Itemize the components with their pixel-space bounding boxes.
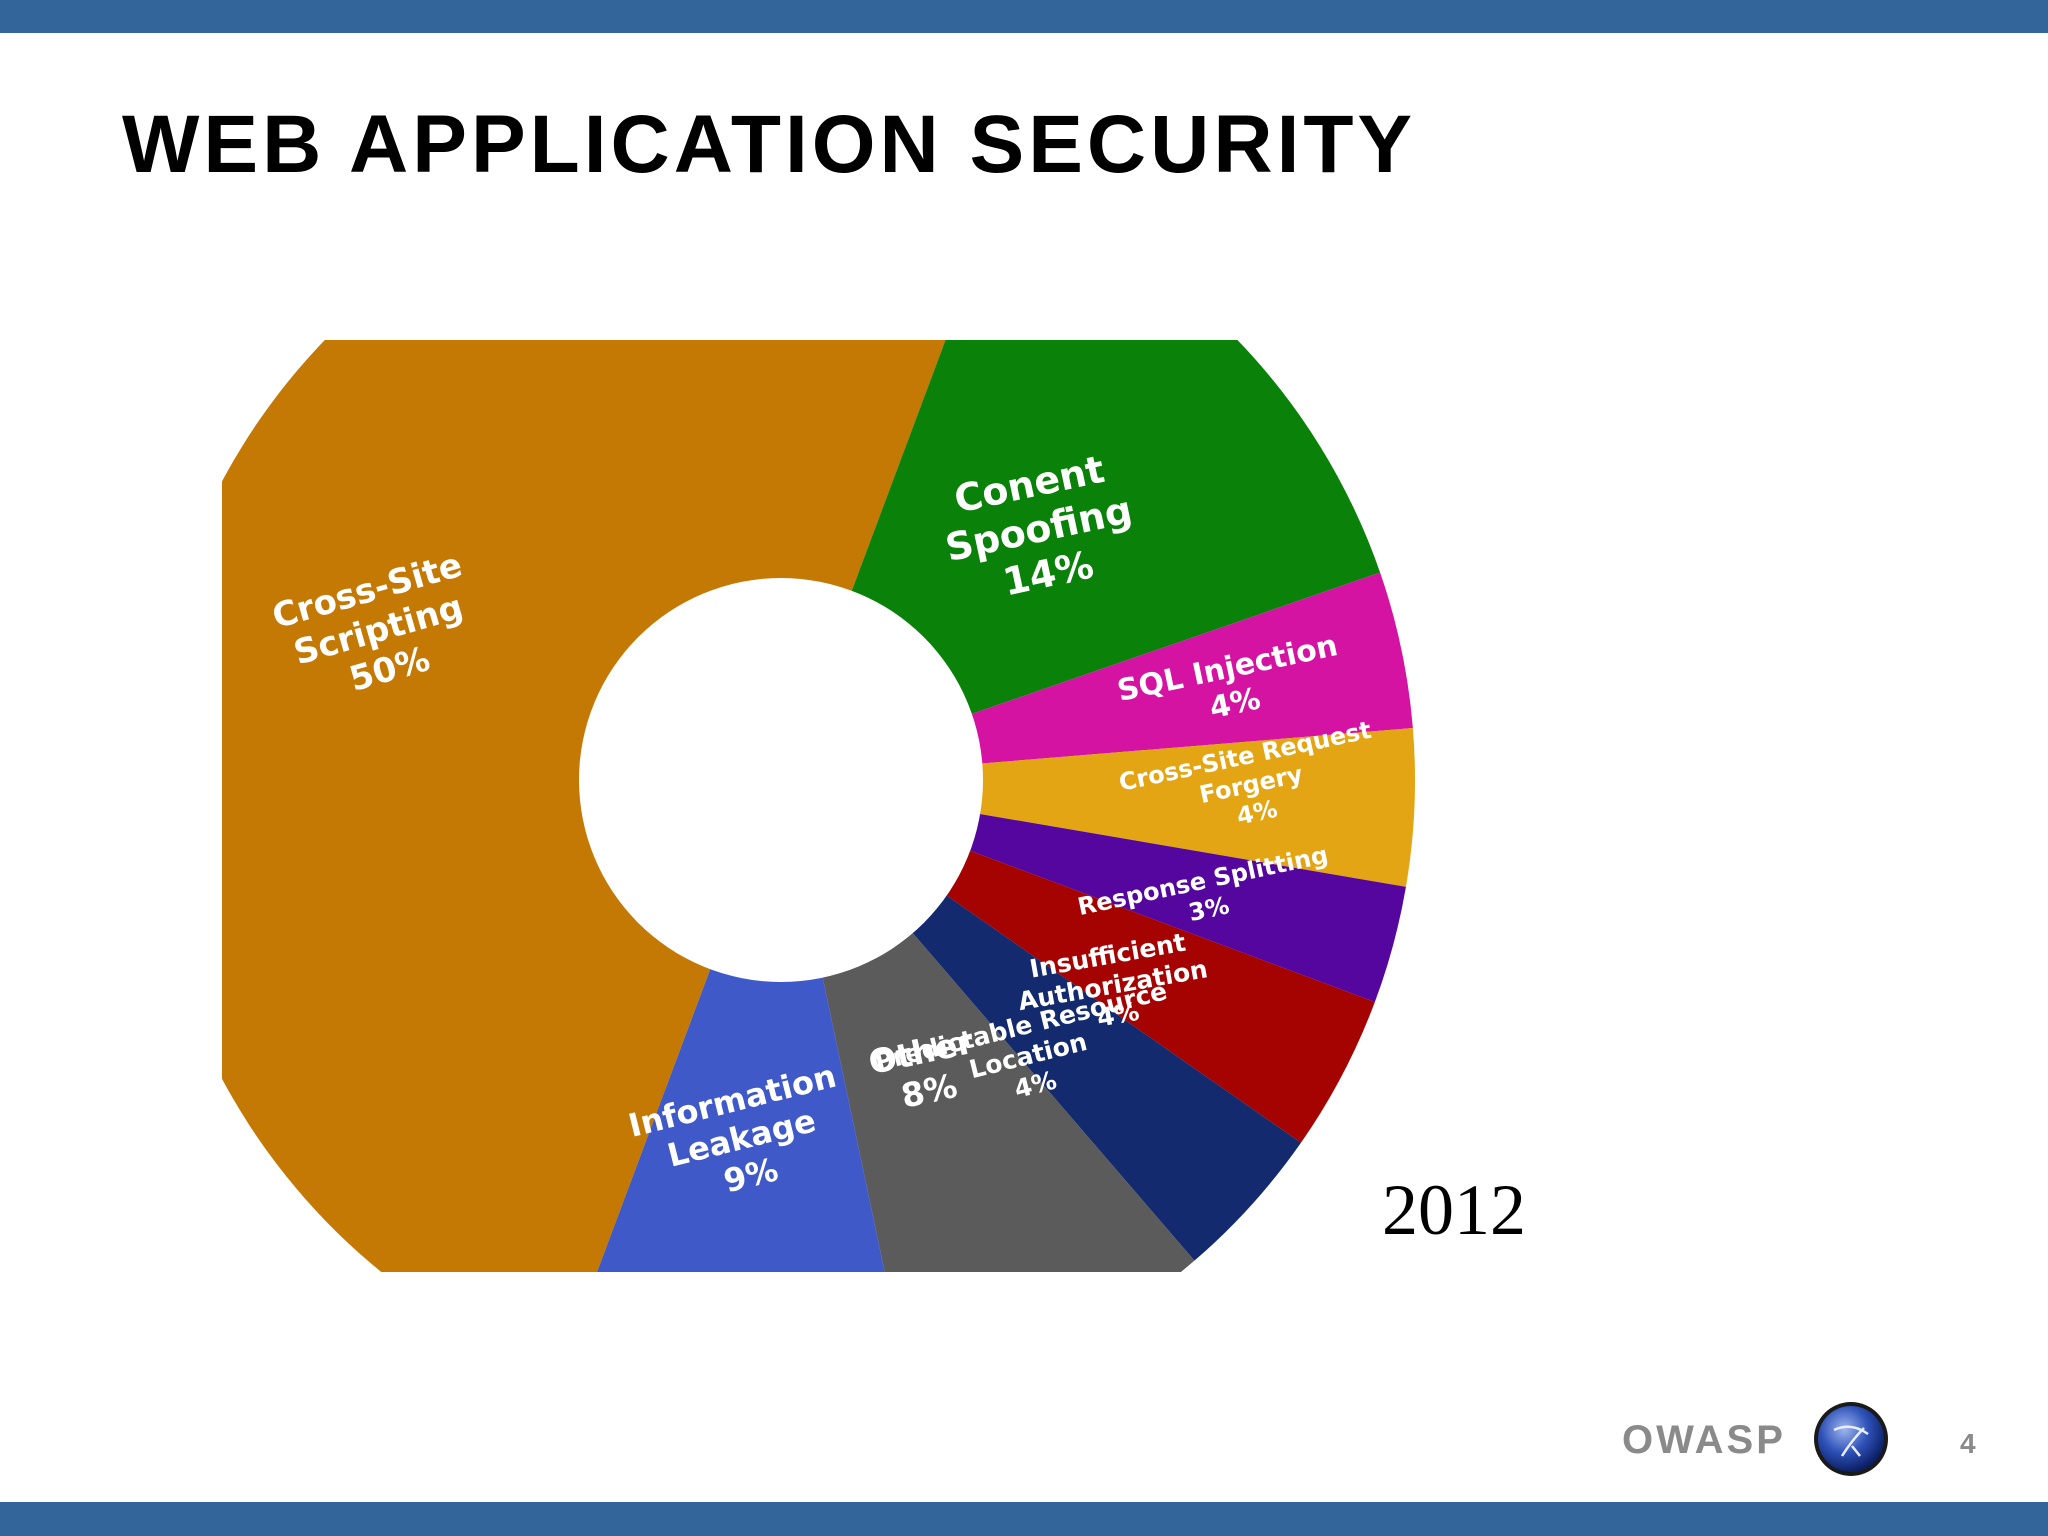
page-number: 4 (1960, 1428, 1976, 1459)
year-annotation: 2012 (1382, 1170, 1526, 1250)
slide-title: WEB APPLICATION SECURITY (122, 99, 1417, 190)
footer-bar (0, 1502, 2048, 1536)
label-information-leakage: InformationLeakage9% (625, 1057, 859, 1220)
brand-name: OWASP (1622, 1418, 1786, 1462)
donut-hole (579, 578, 983, 982)
header-bar (0, 0, 2048, 33)
owasp-logo-icon (1814, 1402, 1888, 1476)
label-cross-site-scripting: Cross-SiteScripting50% (268, 545, 489, 716)
slice-information-leakage (597, 780, 885, 1272)
label-insufficient-authorization: InsufficientAuthorization4% (1011, 925, 1215, 1046)
